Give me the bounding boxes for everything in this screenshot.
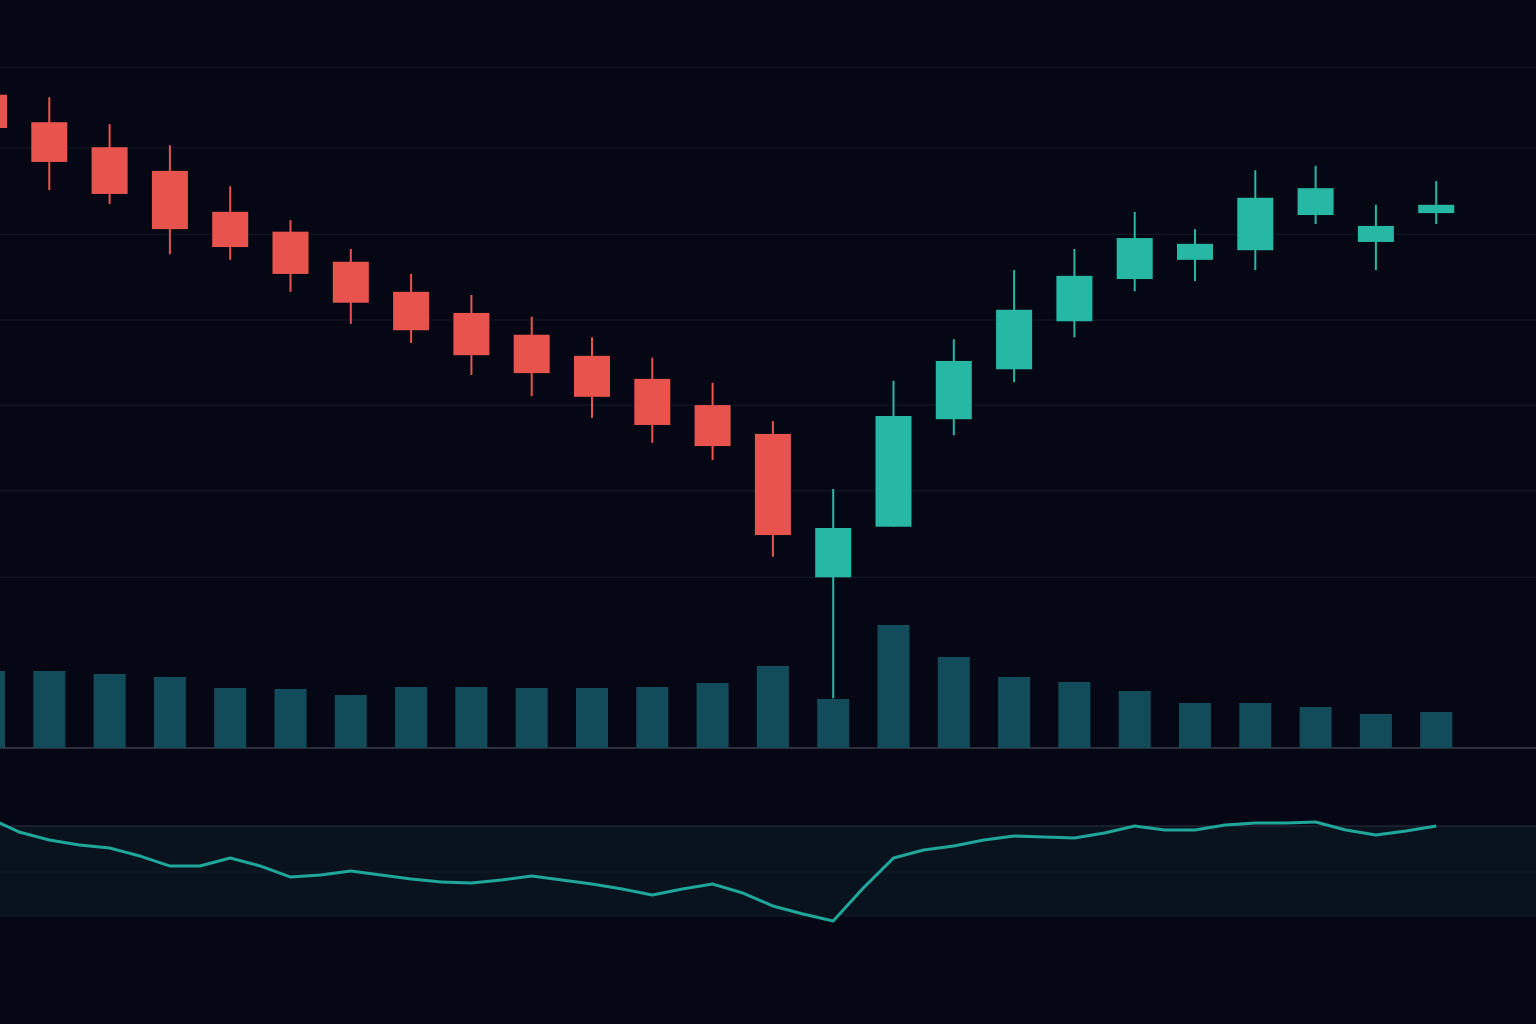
- volume-bar: [998, 677, 1031, 748]
- candle-body: [875, 416, 912, 527]
- volume-bar: [214, 688, 247, 748]
- volume-bar: [877, 625, 910, 748]
- volume-bar: [1118, 691, 1151, 748]
- volume-bar: [93, 674, 126, 748]
- candle-body: [1297, 188, 1334, 216]
- candle-body: [754, 433, 791, 536]
- candle-body: [151, 170, 188, 230]
- indicator-band: [0, 826, 1536, 916]
- volume-bar: [696, 683, 729, 748]
- volume-bar: [1239, 703, 1272, 748]
- candle-body: [694, 405, 731, 447]
- candle-body: [393, 291, 430, 331]
- volume-bar: [636, 687, 669, 748]
- candle-body: [634, 378, 671, 425]
- volume-bar: [576, 688, 608, 748]
- volume-bar: [153, 677, 186, 748]
- volume-bar: [455, 687, 488, 748]
- candle-body: [815, 528, 852, 578]
- volume-bar: [515, 688, 548, 748]
- candle-body: [31, 122, 68, 162]
- candle-body: [1177, 243, 1213, 260]
- candle-body: [996, 309, 1033, 370]
- candle-body: [1357, 225, 1394, 242]
- candle-body: [574, 355, 610, 397]
- candle-body: [0, 94, 7, 128]
- candle-body: [513, 334, 550, 374]
- indicator-line: [0, 820, 1437, 923]
- candle-body: [935, 360, 972, 420]
- volume-bar: [334, 695, 367, 748]
- candle-body: [212, 211, 249, 248]
- candle-body: [91, 147, 128, 194]
- volume-bar: [1058, 682, 1091, 748]
- candle-body: [272, 231, 309, 274]
- volume-bar: [756, 666, 789, 748]
- candle-body: [1237, 197, 1274, 251]
- volume-bar: [937, 657, 970, 748]
- volume-bar: [1299, 707, 1332, 748]
- volume-bar: [817, 699, 850, 748]
- volume-bar: [33, 671, 66, 748]
- candle-body: [332, 261, 369, 303]
- candle-body: [1418, 204, 1455, 214]
- volume-bar: [1420, 712, 1453, 748]
- candle-body: [453, 312, 490, 356]
- volume-bar: [0, 671, 5, 748]
- candle-body: [1116, 238, 1153, 280]
- candle-body: [1056, 275, 1093, 322]
- volume-bar: [1179, 703, 1211, 748]
- volume-bar: [395, 687, 428, 748]
- volume-bar: [274, 689, 307, 748]
- volume-bar: [1359, 714, 1392, 748]
